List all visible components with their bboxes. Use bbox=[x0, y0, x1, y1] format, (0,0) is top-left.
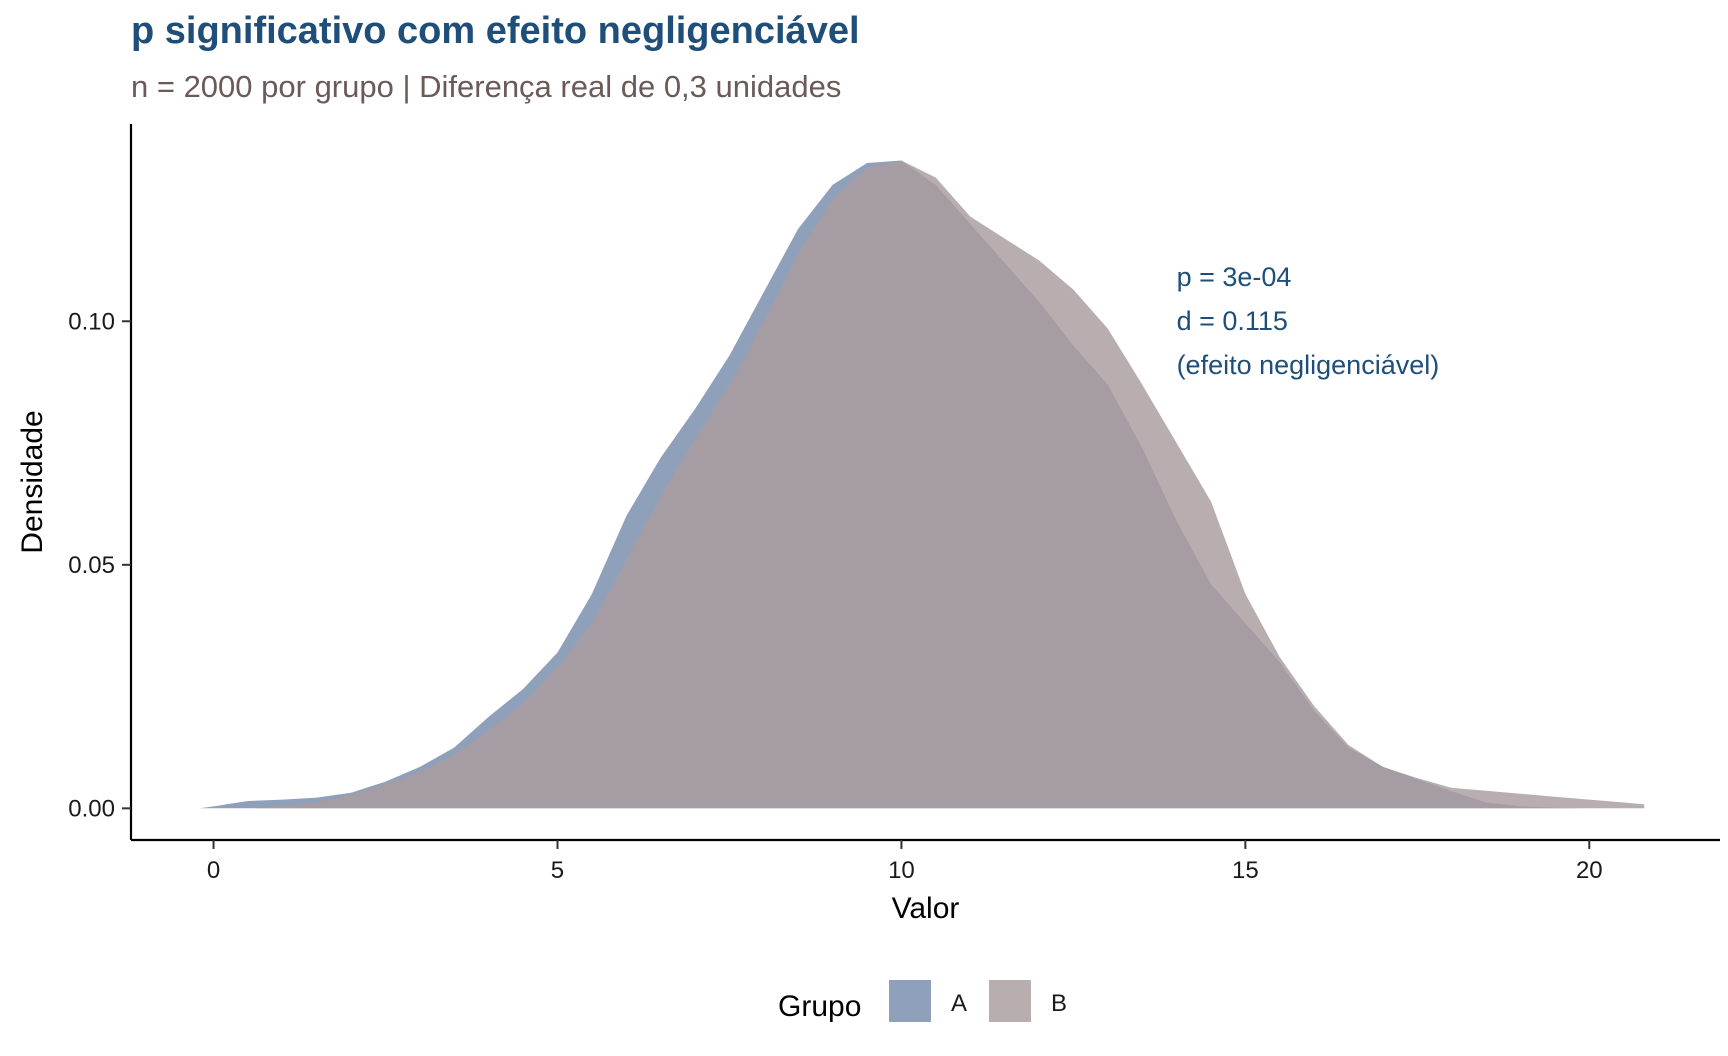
chart-title: p significativo com efeito negligenciáve… bbox=[131, 10, 860, 52]
legend-label-a: A bbox=[951, 990, 967, 1017]
x-axis-title: Valor bbox=[892, 892, 960, 925]
x-tick-label: 10 bbox=[888, 857, 915, 884]
density-area-b bbox=[254, 160, 1645, 809]
density-areas bbox=[199, 160, 1645, 809]
y-axis-title: Densidade bbox=[16, 410, 49, 553]
chart-subtitle: n = 2000 por grupo | Diferença real de 0… bbox=[131, 69, 842, 104]
legend-label-b: B bbox=[1051, 990, 1067, 1017]
legend-key-a bbox=[889, 980, 931, 1022]
stats-annotation: p = 3e-04 d = 0.115 (efeito negligenciáv… bbox=[1177, 262, 1440, 380]
x-tick-label: 15 bbox=[1232, 857, 1259, 884]
annotation-effect-label: (efeito negligenciável) bbox=[1177, 350, 1440, 380]
y-tick-label: 0.05 bbox=[68, 552, 115, 579]
legend-key-b bbox=[989, 980, 1031, 1022]
legend-title: Grupo bbox=[778, 990, 861, 1023]
x-tick-label: 5 bbox=[551, 857, 564, 884]
x-tick-label: 20 bbox=[1576, 857, 1603, 884]
y-axis-ticks: 0.00 0.05 0.10 bbox=[68, 308, 131, 822]
y-tick-label: 0.00 bbox=[68, 795, 115, 822]
y-tick-label: 0.10 bbox=[68, 308, 115, 335]
annotation-p-value: p = 3e-04 bbox=[1177, 262, 1292, 292]
x-tick-label: 0 bbox=[207, 857, 220, 884]
legend: Grupo A B bbox=[778, 980, 1067, 1023]
annotation-effect-size: d = 0.115 bbox=[1177, 306, 1288, 336]
x-axis-ticks: 0 5 10 15 20 bbox=[207, 840, 1603, 884]
